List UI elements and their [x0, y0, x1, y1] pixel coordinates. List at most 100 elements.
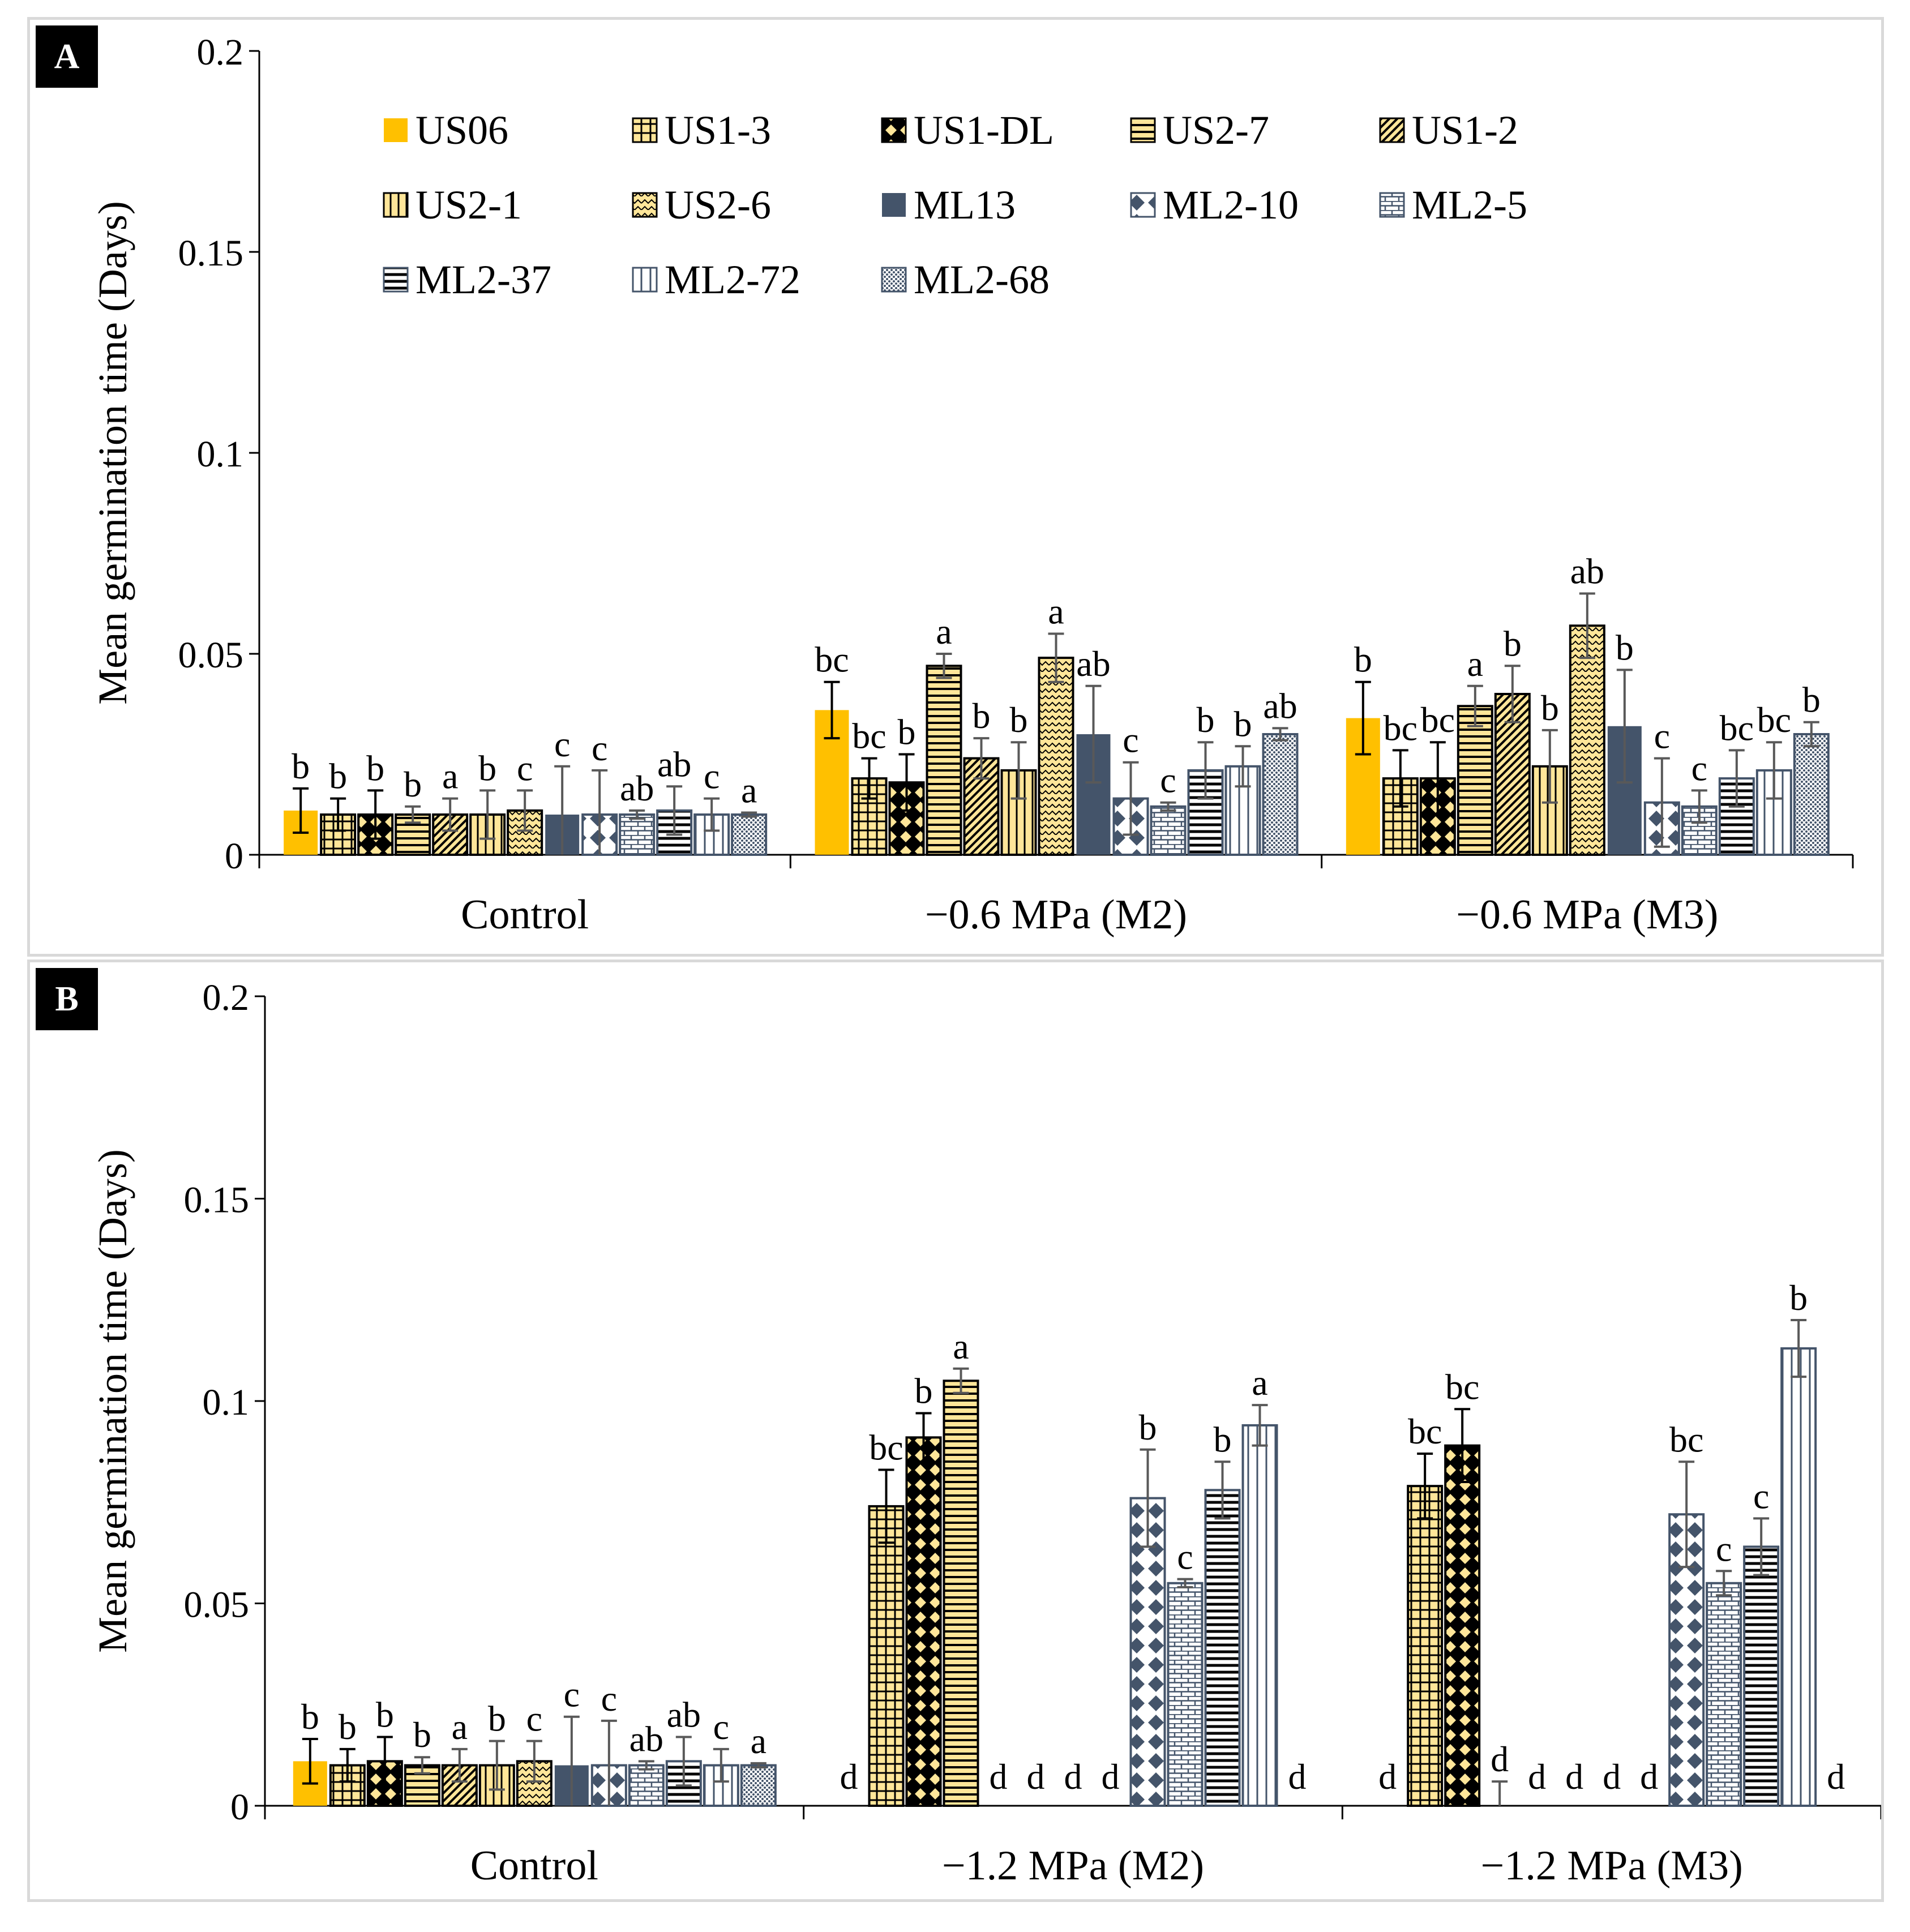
- significance-letter: d: [990, 1757, 1008, 1797]
- significance-letter: b: [339, 1707, 357, 1747]
- bar: [619, 813, 656, 856]
- legend-label: ML2-68: [914, 257, 1050, 302]
- y-tick-label: 0.15: [184, 1180, 250, 1221]
- significance-letter: b: [1616, 627, 1634, 667]
- significance-letter: b: [915, 1370, 933, 1411]
- legend-label: US2-7: [1163, 108, 1269, 153]
- bar: [1262, 733, 1299, 856]
- significance-letter: c: [1691, 748, 1707, 788]
- significance-letter: d: [840, 1757, 858, 1797]
- significance-letter: b: [488, 1699, 506, 1739]
- legend-swatch: [632, 117, 658, 143]
- significance-letter: bc: [815, 640, 849, 680]
- legend-label: ML2-37: [416, 257, 551, 302]
- significance-letter: c: [713, 1707, 729, 1747]
- significance-letter: a: [442, 756, 458, 796]
- y-tick-label: 0.05: [184, 1584, 250, 1626]
- significance-letter: bc: [1421, 700, 1455, 740]
- significance-letter: bc: [852, 716, 886, 756]
- panel-b-label: B: [36, 968, 98, 1030]
- significance-letter: b: [376, 1694, 394, 1734]
- significance-letter: b: [973, 696, 991, 736]
- bar: [1204, 1489, 1241, 1807]
- significance-letter: c: [1716, 1528, 1732, 1569]
- significance-letter: d: [1491, 1739, 1509, 1779]
- y-tick-label: 0: [225, 836, 243, 877]
- legend-swatch: [881, 117, 907, 143]
- bar: [943, 1380, 979, 1807]
- significance-letter: a: [452, 1707, 468, 1747]
- bar: [1150, 805, 1187, 856]
- significance-letter: c: [592, 728, 607, 768]
- bar: [1793, 733, 1830, 856]
- significance-letter: bc: [1720, 708, 1754, 748]
- bar: [628, 1764, 665, 1807]
- legend-label: ML13: [914, 182, 1016, 228]
- chart-b: 0 0.05 0.1 0.15 0.2 Mean germination time (Da…: [90, 977, 1881, 1889]
- legend-label: US06: [416, 108, 508, 153]
- legend-swatch: [383, 267, 409, 293]
- bar: [1743, 1545, 1780, 1807]
- bar: [1444, 1444, 1481, 1807]
- significance-letter: b: [1541, 688, 1559, 728]
- significance-letter: b: [1139, 1407, 1157, 1447]
- significance-letter: ab: [667, 1694, 701, 1734]
- significance-letter: c: [1654, 716, 1670, 756]
- legend-label: US2-1: [416, 182, 522, 228]
- bar: [516, 1760, 553, 1807]
- significance-letter: ab: [629, 1719, 663, 1759]
- bar: [1407, 1485, 1444, 1807]
- significance-letter: b: [1197, 700, 1215, 740]
- panel-a-label: A: [36, 25, 98, 88]
- legend-swatch: [882, 193, 906, 217]
- significance-letter: b: [1234, 704, 1252, 744]
- significance-letter: d: [1027, 1757, 1045, 1797]
- significance-letter: b: [292, 746, 310, 786]
- x-category-label: Control: [470, 1843, 598, 1889]
- legend-swatch: [1130, 117, 1156, 143]
- significance-letter: d: [1827, 1757, 1845, 1797]
- x-category-label: Control: [461, 892, 589, 938]
- significance-letter: bc: [869, 1428, 903, 1468]
- significance-letter: c: [1177, 1537, 1193, 1577]
- bar: [1706, 1582, 1742, 1807]
- significance-letter: c: [1753, 1476, 1769, 1516]
- legend-swatch: [632, 192, 658, 218]
- significance-letter: ab: [620, 768, 654, 808]
- bar: [740, 1764, 777, 1807]
- significance-letter: ab: [1263, 686, 1297, 726]
- significance-letter: ab: [1076, 644, 1110, 684]
- significance-letter: bc: [1669, 1419, 1703, 1459]
- significance-letter: c: [704, 756, 720, 796]
- significance-letter: b: [1802, 680, 1821, 720]
- legend-swatch: [383, 192, 409, 218]
- significance-letter: a: [1467, 644, 1483, 684]
- legend-swatch: [1379, 192, 1405, 218]
- significance-letter: a: [1048, 592, 1064, 632]
- significance-letter: a: [741, 770, 757, 810]
- significance-letter: b: [898, 712, 916, 752]
- significance-letter: c: [601, 1678, 617, 1719]
- x-category-label: −0.6 MPa (M3): [1456, 892, 1718, 938]
- legend-label: US2-6: [665, 182, 771, 228]
- bar: [926, 665, 962, 856]
- significance-letter: b: [1504, 623, 1522, 663]
- significance-letter: d: [1064, 1757, 1082, 1797]
- bar: [1419, 777, 1456, 856]
- significance-letter: d: [1528, 1757, 1546, 1797]
- significance-letter: b: [366, 748, 384, 788]
- bar: [1038, 657, 1074, 856]
- significance-letter: b: [1789, 1278, 1808, 1318]
- bar: [1569, 624, 1605, 856]
- bar: [1187, 769, 1224, 856]
- significance-letter: c: [1160, 760, 1176, 800]
- y-tick-label: 0.1: [197, 434, 244, 475]
- significance-letter: c: [554, 724, 570, 764]
- significance-letter: c: [517, 748, 533, 788]
- significance-letter: a: [936, 611, 952, 652]
- significance-letter: ab: [657, 744, 691, 784]
- significance-letter: bc: [1757, 700, 1791, 740]
- significance-letter: c: [526, 1699, 542, 1739]
- y-tick-label: 0.15: [178, 233, 244, 274]
- bar: [1780, 1347, 1817, 1807]
